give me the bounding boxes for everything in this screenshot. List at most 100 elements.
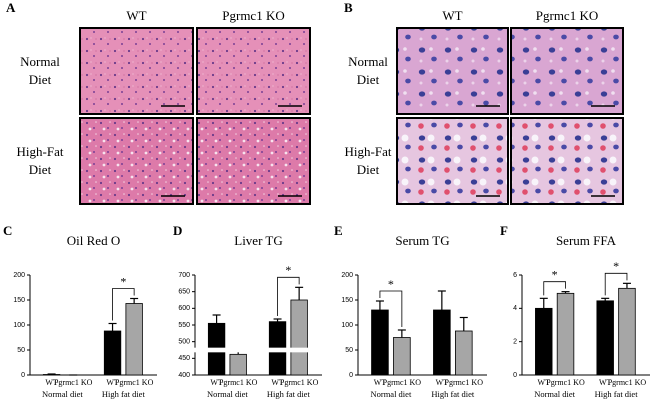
- group-label: Normal diet: [207, 389, 248, 399]
- y-tick-label: 2: [513, 339, 517, 346]
- y-tick-label: 100: [13, 322, 25, 329]
- row-label: Normal: [348, 54, 388, 69]
- x-tick-label: Pgrmc1 KO: [383, 378, 422, 387]
- chart-title: Oil Red O: [67, 233, 120, 248]
- y-tick-label: 450: [178, 355, 190, 362]
- y-tick-label: 50: [345, 347, 353, 354]
- bar: [371, 309, 389, 376]
- panel-label: A: [6, 0, 16, 15]
- row-label: High-Fat: [345, 144, 392, 159]
- row-label: Diet: [29, 162, 52, 177]
- x-tick-label: Pgrmc1 KO: [115, 378, 154, 387]
- x-tick-label: WT: [374, 378, 387, 387]
- y-tick-label: 0: [513, 372, 517, 379]
- bar: [433, 309, 451, 376]
- y-tick-label: 700: [178, 272, 190, 279]
- row-label: Diet: [357, 72, 380, 87]
- group-label: Normal diet: [42, 389, 83, 399]
- histology-image: [79, 117, 194, 205]
- x-tick-label: Pgrmc1 KO: [608, 378, 647, 387]
- bar: [393, 337, 411, 376]
- significance-label: *: [552, 267, 558, 281]
- y-tick-label: 4: [513, 305, 517, 312]
- significance-bracket: [604, 272, 628, 296]
- significance-bracket: [543, 281, 566, 296]
- x-tick-label: WT: [271, 378, 284, 387]
- significance-label: *: [613, 259, 619, 273]
- bar: [290, 299, 308, 376]
- y-tick-label: 650: [178, 289, 190, 296]
- x-tick-label: Pgrmc1 KO: [445, 378, 484, 387]
- histology-image: [396, 27, 509, 115]
- significance-label: *: [120, 274, 126, 288]
- histology-image: [396, 117, 509, 205]
- bar: [454, 330, 473, 376]
- row-label: Diet: [357, 162, 380, 177]
- panel-label: D: [173, 223, 182, 238]
- panel-label: E: [334, 223, 343, 238]
- significance-bracket: [112, 288, 135, 321]
- y-tick-label: 150: [341, 297, 353, 304]
- x-tick-label: Pgrmc1 KO: [280, 378, 319, 387]
- x-tick-label: Pgrmc1 KO: [54, 378, 93, 387]
- x-tick-label: Pgrmc1 KO: [546, 378, 585, 387]
- x-tick-label: Pgrmc1 KO: [219, 378, 258, 387]
- panel-label: F: [500, 223, 508, 238]
- x-tick-label: WT: [210, 378, 223, 387]
- histology-image: [510, 27, 624, 115]
- y-tick-label: 500: [178, 339, 190, 346]
- y-tick-label: 550: [178, 322, 190, 329]
- chart-title: Serum FFA: [556, 233, 617, 248]
- histology-image: [79, 27, 194, 115]
- y-tick-label: 100: [341, 322, 353, 329]
- bar: [618, 287, 636, 376]
- significance-label: *: [388, 277, 394, 291]
- panel-label: B: [344, 0, 353, 15]
- y-tick-label: 600: [178, 305, 190, 312]
- group-label: Normal diet: [370, 389, 411, 399]
- y-tick-label: 6: [513, 272, 517, 279]
- y-tick-label: 50: [17, 347, 25, 354]
- column-header: Pgrmc1 KO: [536, 8, 598, 23]
- y-tick-label: 0: [349, 372, 353, 379]
- x-tick-label: WT: [538, 378, 551, 387]
- x-tick-label: WT: [599, 378, 612, 387]
- x-tick-label: WT: [436, 378, 449, 387]
- chart-title: Serum TG: [395, 233, 449, 248]
- y-tick-label: 400: [178, 372, 190, 379]
- column-header: WT: [442, 8, 462, 23]
- axis-break: [191, 347, 322, 353]
- chart-title: Liver TG: [234, 233, 283, 248]
- histology-image: [196, 27, 311, 115]
- bar: [229, 353, 247, 376]
- group-label: High fat diet: [267, 389, 311, 399]
- row-label: Normal: [20, 54, 60, 69]
- row-label: High-Fat: [17, 144, 64, 159]
- column-header: WT: [126, 8, 146, 23]
- row-label: Diet: [29, 72, 52, 87]
- y-tick-label: 200: [341, 272, 353, 279]
- histology-image: [510, 117, 624, 205]
- column-header: Pgrmc1 KO: [222, 8, 284, 23]
- histology-panels: A WT Pgrmc1 KO Normal Diet High-Fat Diet B WT Pgr…: [6, 0, 624, 205]
- y-tick-label: 200: [13, 272, 25, 279]
- histology-image: [196, 117, 311, 205]
- significance-bracket: [379, 290, 403, 327]
- group-label: High fat diet: [595, 389, 639, 399]
- y-tick-label: 150: [13, 297, 25, 304]
- group-label: Normal diet: [534, 389, 575, 399]
- group-label: High fat diet: [102, 389, 146, 399]
- bar: [535, 307, 553, 376]
- y-tick-label: 0: [21, 372, 25, 379]
- bar: [103, 330, 122, 376]
- panel-label: C: [3, 223, 12, 238]
- bar: [596, 300, 614, 376]
- x-tick-label: WT: [106, 378, 119, 387]
- bar: [556, 292, 575, 376]
- x-tick-label: WT: [45, 378, 58, 387]
- significance-bracket: [277, 276, 300, 316]
- group-label: High fat diet: [431, 389, 475, 399]
- significance-label: *: [285, 263, 291, 277]
